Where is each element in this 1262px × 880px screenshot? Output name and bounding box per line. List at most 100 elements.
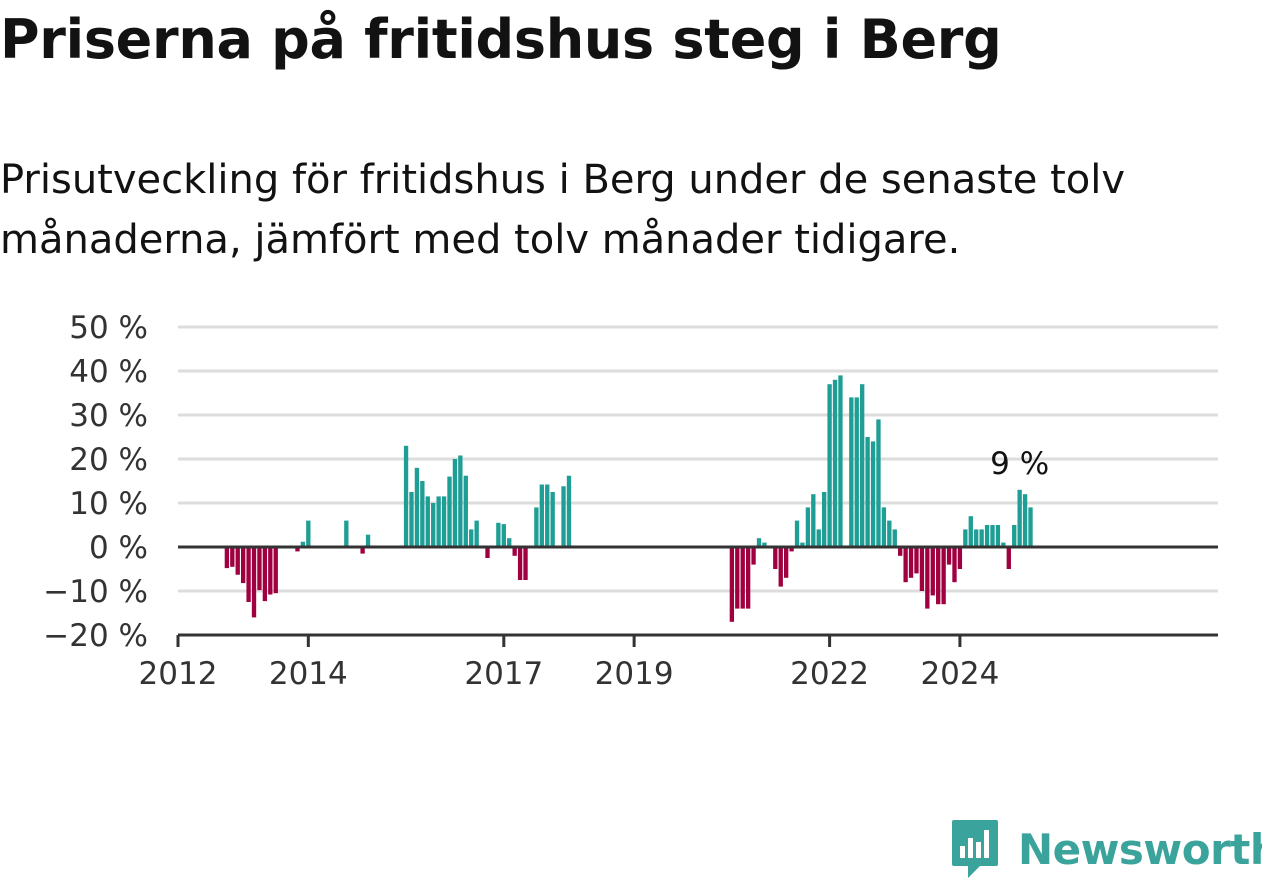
bar — [241, 547, 246, 584]
bar — [773, 547, 778, 569]
bar — [523, 547, 528, 580]
y-axis-ticks: −20 % −10 % 0 % 10 % 20 % 30 % 40 % 50 % — [43, 310, 148, 654]
bar — [420, 481, 425, 547]
bar — [431, 503, 436, 547]
bar — [811, 494, 816, 547]
brand: Newsworthy — [950, 818, 1262, 880]
bar — [892, 529, 897, 547]
bar — [838, 375, 843, 547]
bar — [550, 492, 555, 547]
bar — [903, 547, 908, 583]
y-tick-label: 50 % — [69, 310, 148, 346]
x-tick-label: 2022 — [790, 656, 869, 692]
x-tick-label: 2024 — [920, 656, 999, 692]
bar — [990, 525, 995, 547]
bar — [794, 520, 800, 547]
bar — [365, 534, 371, 547]
bar — [257, 547, 262, 591]
gridlines — [178, 325, 1218, 593]
bar — [512, 547, 517, 556]
bar — [984, 525, 990, 547]
bar — [360, 547, 365, 554]
bar — [545, 484, 550, 547]
newsworthy-logo-icon — [952, 820, 998, 878]
x-axis-ticks: 2012 2014 2017 2019 2022 2024 — [139, 635, 999, 692]
bar — [936, 547, 941, 605]
bar — [458, 455, 463, 547]
bar — [262, 547, 268, 602]
bar — [745, 547, 751, 609]
bar — [409, 492, 414, 547]
bar — [463, 475, 468, 547]
bar — [507, 538, 512, 547]
chart-title: Priserna på fritidshus steg i Berg — [0, 8, 1002, 71]
bar — [816, 529, 821, 547]
x-tick-label: 2017 — [464, 656, 543, 692]
bar — [268, 547, 273, 595]
bar — [914, 547, 919, 574]
bar — [865, 437, 870, 547]
bar — [854, 397, 859, 547]
bar — [968, 516, 973, 547]
bar — [1001, 542, 1006, 547]
bar — [344, 520, 349, 547]
bar — [849, 397, 854, 547]
bar — [979, 529, 984, 547]
y-tick-label: −10 % — [43, 574, 148, 610]
bar — [963, 529, 968, 547]
bar — [995, 525, 1001, 547]
bar — [1006, 547, 1011, 569]
bar — [952, 547, 957, 583]
bar — [452, 459, 458, 547]
bar — [974, 529, 979, 547]
bar — [441, 496, 447, 547]
y-tick-label: 30 % — [69, 398, 148, 434]
bar — [957, 547, 963, 569]
bar — [403, 445, 409, 547]
y-tick-label: −20 % — [43, 618, 148, 654]
bar — [740, 547, 745, 609]
bar — [496, 522, 501, 547]
x-tick-label: 2012 — [139, 656, 218, 692]
bar — [946, 547, 952, 565]
bar — [784, 547, 789, 578]
bar — [447, 476, 452, 547]
y-tick-label: 40 % — [69, 354, 148, 390]
bar — [306, 520, 311, 547]
x-tick-label: 2014 — [269, 656, 348, 692]
bar — [898, 547, 903, 556]
bar — [566, 475, 572, 547]
bar — [561, 486, 566, 547]
bar — [919, 547, 925, 591]
bar — [1028, 507, 1033, 547]
bar — [876, 419, 881, 547]
y-tick-label: 20 % — [69, 442, 148, 478]
bar — [887, 520, 892, 547]
bar — [485, 547, 490, 558]
bar — [870, 441, 876, 547]
bar — [881, 507, 887, 547]
bars — [224, 375, 1033, 622]
bar — [1022, 494, 1028, 547]
bar — [735, 547, 740, 609]
bar — [295, 547, 300, 552]
y-tick-label: 0 % — [89, 530, 148, 566]
bar — [822, 492, 827, 547]
bar — [827, 384, 832, 547]
bar — [235, 547, 240, 575]
bar — [1012, 525, 1017, 547]
bar — [860, 384, 865, 547]
chart-subtitle: Prisutveckling för fritidshus i Berg und… — [0, 157, 1126, 263]
brand-name: Newsworthy — [1018, 824, 1262, 874]
bar — [762, 542, 767, 547]
bar — [832, 379, 838, 547]
bar — [273, 547, 278, 594]
bar — [469, 529, 474, 547]
bar-chart: −20 %−10 %0 %10 %20 %30 %40 %50 % 2012 20… — [43, 310, 1218, 692]
bar — [941, 547, 946, 605]
bar — [729, 547, 735, 622]
x-tick-label: 2019 — [595, 656, 674, 692]
bar — [789, 547, 794, 552]
last-value-annotation: 9 % — [990, 446, 1049, 482]
bar — [805, 507, 811, 547]
